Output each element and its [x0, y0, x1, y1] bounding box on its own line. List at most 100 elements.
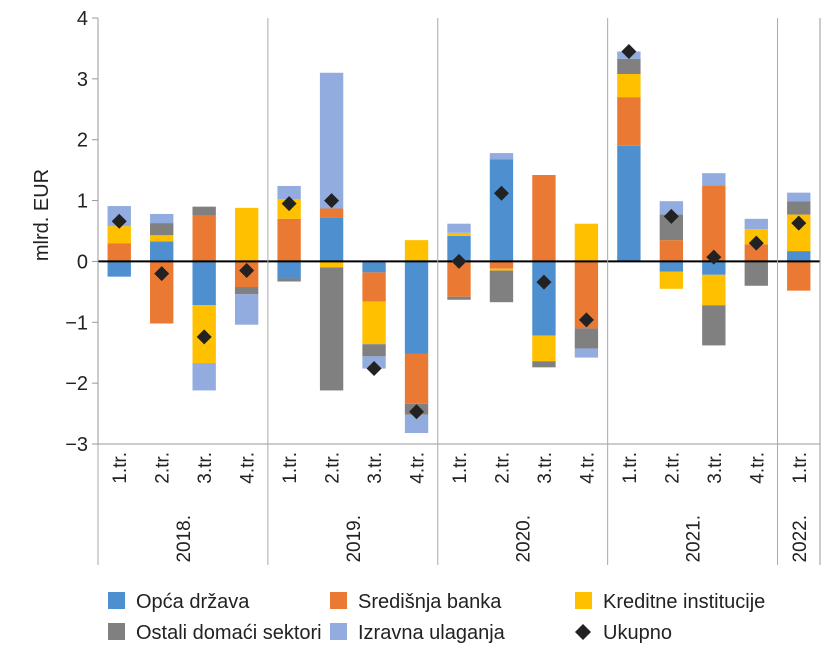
- y-tick-label: 2: [77, 130, 88, 152]
- total-marker-10: [493, 185, 509, 201]
- bar-segment-2-8: [404, 353, 429, 404]
- total-marker-17: [791, 215, 807, 231]
- bar-segment-1-2: [150, 241, 174, 262]
- y-tick-label: 1: [77, 191, 88, 213]
- bar-segment-3-2: [150, 235, 174, 242]
- bar-segment-4-6: [319, 267, 344, 391]
- total-markers-layer: [111, 43, 807, 420]
- legend-label: Ostali domaći sektori: [136, 622, 322, 644]
- year-label: 2021.: [684, 515, 705, 563]
- bar-segment-2-5: [277, 218, 301, 262]
- total-marker-1: [111, 213, 127, 229]
- y-tick-label: −1: [65, 312, 88, 334]
- total-marker-8: [409, 404, 425, 420]
- bar-segment-5-16: [744, 218, 768, 230]
- x-tick-label: 3.tr.: [535, 452, 556, 484]
- bar-segment-2-6: [319, 208, 344, 218]
- total-marker-6: [324, 193, 340, 209]
- x-tick-label: 2.tr.: [662, 452, 683, 484]
- total-marker-16: [748, 235, 764, 251]
- bar-segment-5-3: [192, 363, 216, 391]
- bar-segment-2-1: [107, 243, 131, 262]
- total-marker-12: [578, 312, 594, 328]
- x-tick-label: 2.tr.: [323, 452, 344, 484]
- legend-label: Opća država: [136, 591, 250, 613]
- bar-segment-1-9: [447, 235, 471, 262]
- year-label: 2020.: [514, 515, 535, 563]
- x-axis: 1.tr. 2.tr. 3.tr. 4.tr. 1.tr. 2.tr. 3.tr. 4.tr.…: [97, 18, 821, 565]
- total-marker-3: [196, 329, 212, 345]
- bar-segment-4-11: [532, 361, 556, 368]
- legend-swatch: [108, 623, 125, 640]
- bar-segment-2-7: [362, 272, 386, 302]
- legend-label: Kreditne institucije: [603, 591, 765, 613]
- legend: Opća država Središnja banka Kreditne insti…: [108, 591, 765, 644]
- bar-segment-5-14: [659, 201, 684, 215]
- bar-segment-4-4: [234, 286, 259, 295]
- bar-segment-5-10: [489, 153, 514, 160]
- bar-segment-5-12: [574, 348, 599, 358]
- bar-segment-1-11: [532, 261, 556, 336]
- bar-segment-4-13: [617, 58, 641, 74]
- x-tick-label: 1.tr.: [450, 452, 471, 484]
- bar-segment-4-16: [744, 261, 768, 286]
- year-label: 2022.: [790, 515, 811, 563]
- x-tick-label: 3.tr.: [365, 452, 386, 484]
- bar-segment-3-14: [659, 271, 684, 289]
- bar-segment-4-15: [702, 305, 726, 346]
- y-axis-label: mlrd. EUR: [31, 169, 53, 261]
- bar-segment-1-7: [362, 261, 386, 273]
- bar-segment-2-13: [617, 97, 641, 146]
- bar-segment-1-1: [107, 261, 131, 277]
- bar-segment-1-10: [489, 159, 514, 262]
- bar-segment-3-13: [617, 73, 641, 98]
- bar-segment-2-16: [744, 244, 768, 262]
- bar-segment-1-17: [787, 251, 811, 262]
- bar-segment-5-15: [702, 173, 726, 186]
- total-marker-15: [706, 249, 722, 265]
- x-tick-label: 4.tr.: [747, 452, 768, 484]
- bar-segment-4-9: [447, 296, 471, 300]
- bar-segment-2-17: [787, 261, 811, 291]
- x-tick-label: 3.tr.: [705, 452, 726, 484]
- bars-layer: [107, 51, 811, 434]
- legend-swatch: [575, 624, 591, 640]
- total-marker-11: [536, 274, 552, 290]
- y-tick-label: −3: [65, 434, 88, 456]
- legend-swatch: [108, 592, 125, 609]
- bar-segment-3-4: [234, 207, 259, 262]
- y-tick-label: −2: [65, 373, 88, 395]
- legend-swatch: [575, 592, 592, 609]
- x-tick-label: 1.tr.: [280, 452, 301, 484]
- bar-segment-1-8: [404, 261, 429, 354]
- bar-segment-5-5: [277, 185, 301, 200]
- bar-segment-3-15: [702, 274, 726, 306]
- total-marker-14: [663, 208, 679, 224]
- x-tick-label: 4.tr.: [408, 452, 429, 484]
- x-tick-label: 4.tr.: [577, 452, 598, 484]
- bar-segment-5-8: [404, 414, 429, 434]
- bar-segment-2-2: [150, 261, 174, 324]
- bar-segment-4-3: [192, 206, 216, 216]
- total-marker-4: [239, 263, 255, 279]
- x-tick-label: 1.tr.: [620, 452, 641, 484]
- year-label: 2019.: [344, 515, 365, 563]
- bar-segment-5-9: [447, 223, 471, 233]
- bar-segment-1-15: [702, 261, 726, 275]
- total-marker-13: [621, 43, 637, 59]
- bar-segment-3-1: [107, 226, 131, 244]
- bar-segment-2-3: [192, 215, 216, 262]
- x-tick-label: 4.tr.: [238, 452, 259, 484]
- bar-segment-4-17: [787, 201, 811, 215]
- bar-segment-5-2: [150, 213, 174, 224]
- bar-segment-3-6: [319, 261, 344, 268]
- x-tick-label: 3.tr.: [195, 452, 216, 484]
- y-axis: 4 3 2 1 0 −1 −2 −3: [65, 8, 99, 456]
- bar-segment-2-9: [447, 261, 471, 297]
- bar-segment-1-14: [659, 261, 684, 272]
- bar-segment-2-14: [659, 240, 684, 262]
- bar-segment-4-12: [574, 328, 599, 349]
- bar-segment-4-5: [277, 278, 301, 282]
- x-tick-label: 2.tr.: [153, 452, 174, 484]
